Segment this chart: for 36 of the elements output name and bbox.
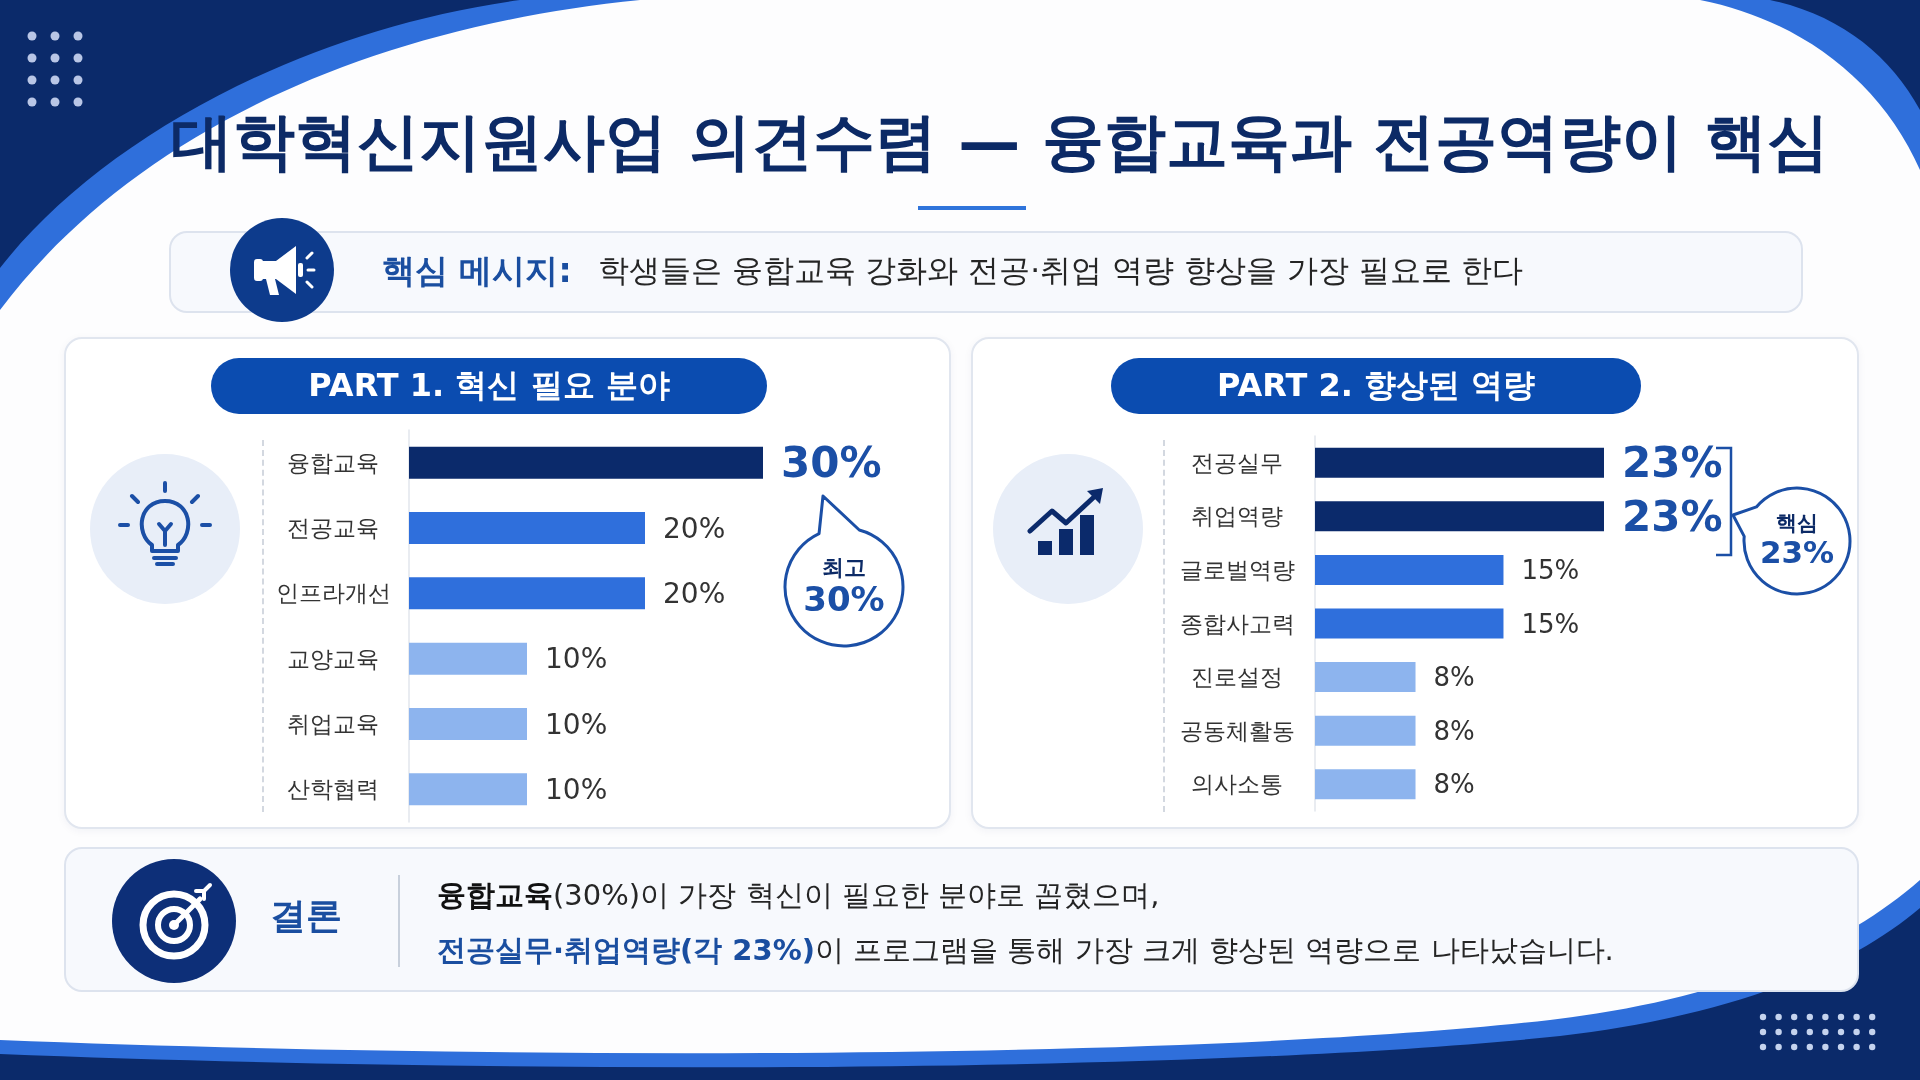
text: 전공실무·취업역량(각 23%) — [437, 932, 816, 969]
y-tick-label: 의사소통 — [1191, 771, 1283, 798]
data-label: 8% — [1433, 715, 1475, 746]
data-label: 20% — [663, 576, 726, 610]
y-tick-label: 진로설정 — [1191, 664, 1283, 691]
data-label: 20% — [663, 511, 726, 545]
text: 이 프로그램을 통해 가장 크게 향상된 역량으로 나타났습니다. — [815, 932, 1614, 969]
text: 결론 — [270, 893, 343, 938]
y-tick-label: 취업교육 — [287, 711, 379, 737]
y-tick-label: 교양교육 — [287, 645, 379, 672]
text: 학생들은 융합교육 강화와 전공·취업 역량 향상을 가장 필요로 한다 — [597, 251, 1524, 290]
y-tick-label: 융합교육 — [287, 449, 379, 476]
text: 대학혁신지원사업 의견수렴 — 융합교육과 전공역량이 핵심 — [170, 104, 1830, 180]
y-tick-label: 인프라개선 — [275, 580, 391, 607]
y-tick-label: 산학협력 — [287, 776, 379, 803]
data-label: 8% — [1433, 662, 1475, 693]
text: 융합교육 — [437, 877, 553, 914]
y-tick-label: 글로벌역량 — [1179, 556, 1295, 583]
data-label: 10% — [545, 642, 608, 676]
y-tick-label: 전공실무 — [1191, 449, 1283, 476]
y-tick-label: 종합사고력 — [1179, 610, 1295, 637]
data-label: 23% — [1622, 491, 1723, 541]
data-label: 10% — [545, 772, 608, 806]
text: 핵심 23% — [1759, 511, 1835, 571]
text: 최고 30% — [803, 554, 885, 620]
data-label: 30% — [781, 438, 882, 488]
data-label: 15% — [1521, 554, 1580, 585]
data-label: 10% — [545, 707, 608, 741]
data-label: 8% — [1433, 769, 1475, 800]
data-label: 23% — [1622, 438, 1723, 488]
y-tick-label: 취업역량 — [1191, 503, 1283, 530]
text: 핵심 메시지: — [382, 249, 572, 292]
y-tick-label: 전공교육 — [287, 515, 379, 541]
y-tick-label: 공동체활동 — [1179, 717, 1295, 744]
data-label: 15% — [1521, 608, 1580, 639]
text: (30%)이 가장 혁신이 필요한 분야로 꼽혔으며, — [553, 877, 1160, 914]
